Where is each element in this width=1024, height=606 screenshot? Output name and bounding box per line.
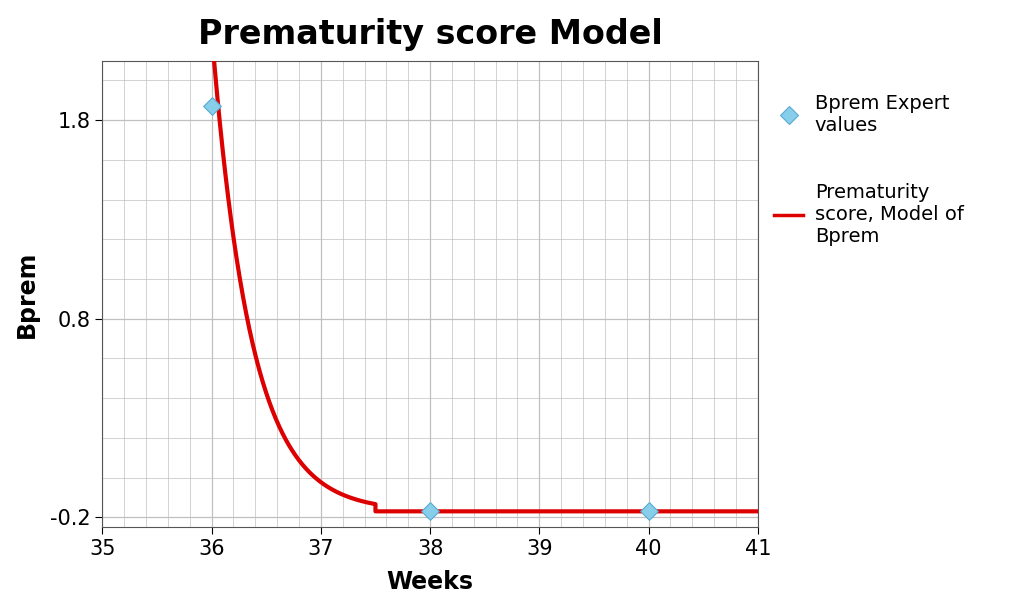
Legend: Bprem Expert
values, Prematurity
score, Model of
Bprem: Bprem Expert values, Prematurity score, … <box>774 94 964 246</box>
Point <box>204 101 220 111</box>
Title: Prematurity score Model: Prematurity score Model <box>198 18 663 51</box>
Point <box>422 507 438 516</box>
Y-axis label: Bprem: Bprem <box>15 250 39 338</box>
Point <box>640 507 656 516</box>
X-axis label: Weeks: Weeks <box>387 570 473 594</box>
